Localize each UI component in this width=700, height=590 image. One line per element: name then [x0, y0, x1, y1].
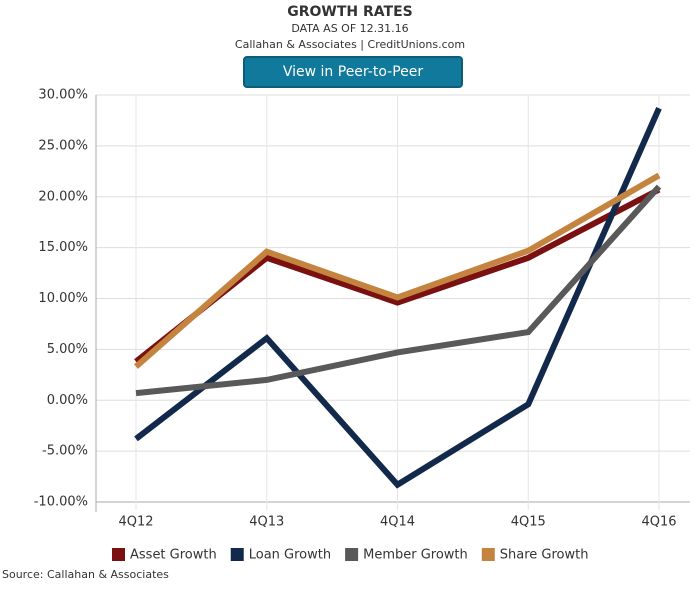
x-tick-label: 4Q12 [118, 515, 153, 530]
y-tick-label: 0.00% [47, 393, 88, 408]
source-note: Source: Callahan & Associates [2, 568, 169, 581]
legend-swatch [230, 548, 244, 561]
series-line [134, 172, 661, 369]
legend-label: Loan Growth [249, 548, 331, 563]
x-tick-label: 4Q14 [380, 515, 415, 530]
x-tick-label: 4Q15 [511, 515, 546, 530]
x-tick-label: 4Q13 [249, 515, 284, 530]
legend-swatch [345, 548, 359, 561]
series-line [135, 184, 662, 397]
y-tick-label: 10.00% [38, 291, 88, 306]
y-tick-label: -5.00% [42, 444, 88, 459]
legend-label: Asset Growth [130, 548, 217, 563]
y-tick-label: 30.00% [38, 88, 88, 103]
y-tick-label: 5.00% [47, 342, 88, 357]
y-tick-label: 25.00% [38, 138, 88, 153]
y-tick-label: 15.00% [38, 240, 88, 255]
chart-subtitle: DATA AS OF 12.31.16 [291, 22, 408, 35]
legend-label: Member Growth [363, 548, 468, 563]
chart-credit: Callahan & Associates | CreditUnions.com [235, 38, 465, 51]
legend-swatch [112, 548, 125, 561]
legend-swatch [481, 548, 495, 561]
y-tick-label: 20.00% [38, 189, 88, 204]
peer-button[interactable]: View in Peer-to-Peer [243, 56, 463, 88]
chart-title: GROWTH RATES [287, 4, 412, 20]
legend-label: Share Growth [500, 548, 589, 563]
series-line [134, 107, 662, 489]
y-tick-label: -10.00% [34, 495, 88, 510]
x-tick-label: 4Q16 [641, 515, 676, 530]
